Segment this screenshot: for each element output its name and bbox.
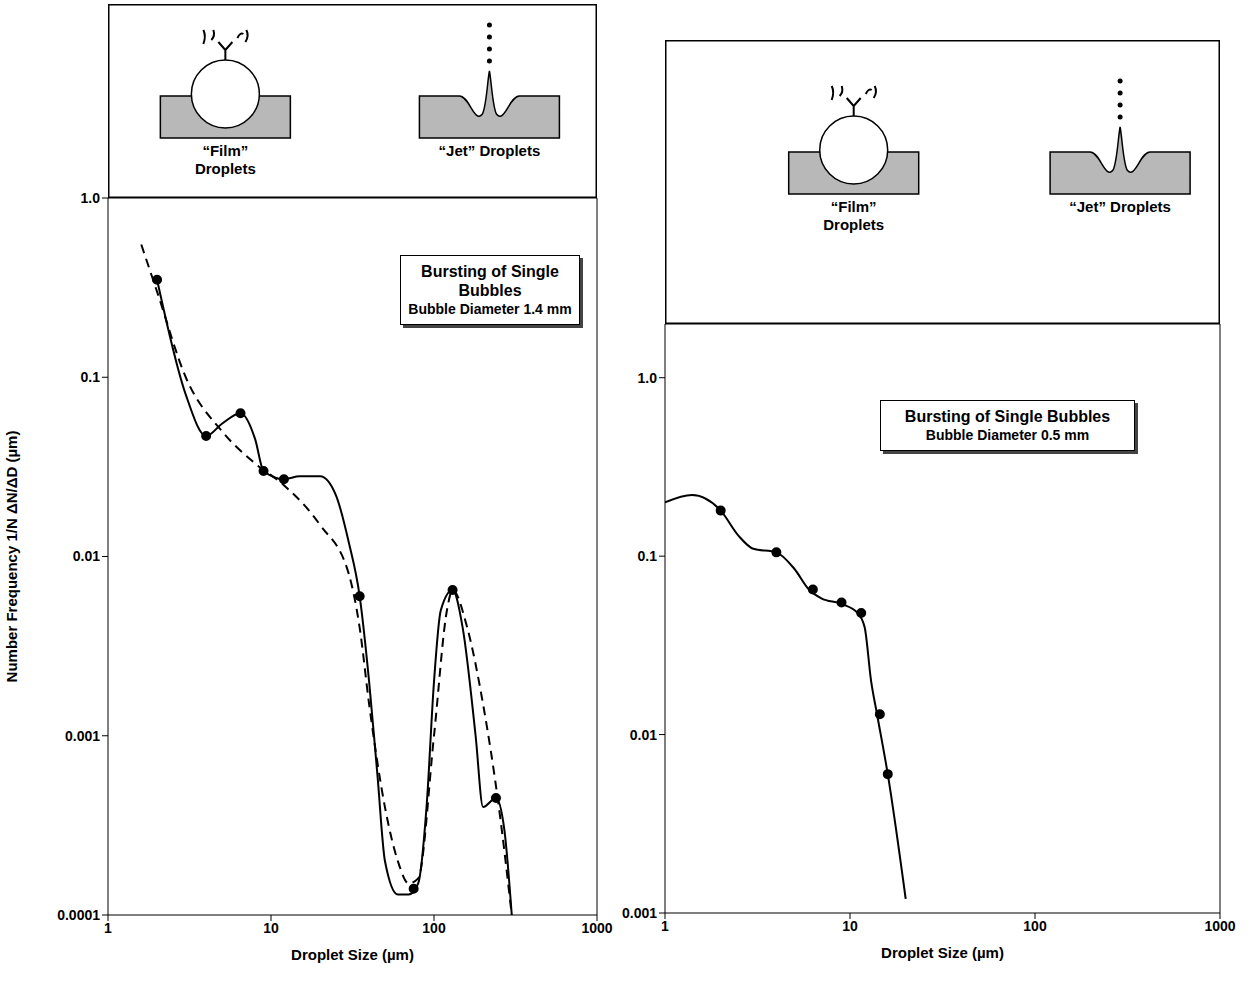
- svg-text:0.001: 0.001: [65, 728, 100, 744]
- html-text:“Film” Droplets: “Film” Droplets: [194, 142, 256, 177]
- svg-text:10: 10: [842, 918, 858, 934]
- svg-text:1: 1: [104, 920, 112, 936]
- svg-text:1.0: 1.0: [638, 370, 658, 386]
- svg-text:0.01: 0.01: [73, 548, 100, 564]
- svg-text:0.001: 0.001: [622, 905, 657, 921]
- svg-text:1: 1: [661, 918, 669, 934]
- svg-text:Droplet Size (µm): Droplet Size (µm): [291, 946, 414, 963]
- html-text:“Jet” Droplets: “Jet” Droplets: [1069, 198, 1171, 215]
- html-text:Bursting of Single Bubbles: Bursting of Single Bubbles: [421, 263, 559, 299]
- html-text:“Film” Droplets: “Film” Droplets: [823, 198, 885, 233]
- svg-text:1000: 1000: [581, 920, 612, 936]
- svg-text:0.01: 0.01: [630, 727, 657, 743]
- svg-text:0.1: 0.1: [81, 369, 101, 385]
- svg-text:10: 10: [263, 920, 279, 936]
- html-text:Bursting of Single Bubbles: Bursting of Single Bubbles: [904, 408, 1111, 425]
- html-text:Bubble Diameter 1.4 mm: Bubble Diameter 1.4 mm: [408, 301, 572, 317]
- svg-text:Number Frequency 1/N ΔN/ΔD (µm: Number Frequency 1/N ΔN/ΔD (µm): [3, 431, 20, 683]
- html-text:Bubble Diameter 0.5 mm: Bubble Diameter 0.5 mm: [925, 427, 1090, 443]
- svg-text:100: 100: [422, 920, 446, 936]
- svg-text:0.0001: 0.0001: [57, 907, 100, 923]
- svg-text:100: 100: [1023, 918, 1047, 934]
- html-text:“Jet” Droplets: “Jet” Droplets: [438, 142, 541, 159]
- svg-text:1000: 1000: [1204, 918, 1235, 934]
- svg-text:0.1: 0.1: [638, 548, 658, 564]
- svg-text:Droplet Size (µm): Droplet Size (µm): [881, 944, 1004, 961]
- svg-text:1.0: 1.0: [81, 190, 101, 206]
